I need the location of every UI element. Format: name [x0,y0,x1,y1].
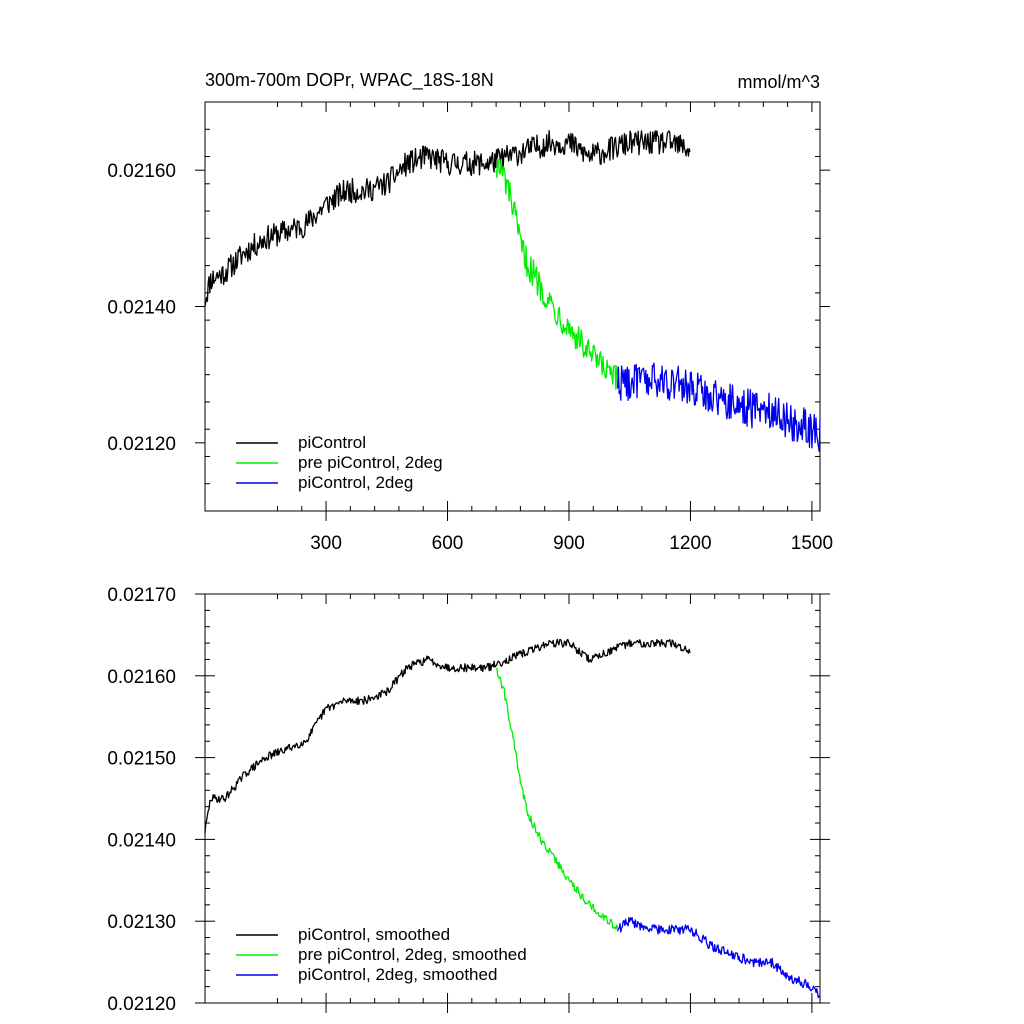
top-panel: 300m-700m DOPr, WPAC_18S-18N mmol/m^3 30… [107,70,833,554]
y-tick-label: 0.02160 [107,667,176,688]
legend-label: pre piControl, 2deg [298,453,443,472]
legend-label: piControl [298,433,366,452]
bottom-ticks [195,593,830,1013]
y-tick-label: 0.02150 [107,749,176,770]
series-line-0 [204,638,691,834]
x-tick-label: 600 [432,533,464,554]
top-x-tick-labels: 300 600 900 1200 1500 [310,533,833,554]
y-tick-label: 0.02170 [107,585,176,606]
bottom-y-tick-labels: 0.02120 0.02130 0.02140 0.02150 0.02160 0.021… [107,585,176,1015]
y-tick-label: 0.02140 [107,830,176,851]
series-line-1 [495,667,619,931]
top-series-lines [204,130,821,452]
series-line-1 [495,157,619,391]
units-label: mmol/m^3 [738,72,820,92]
x-tick-label: 900 [553,533,585,554]
x-tick-label: 1500 [791,533,833,554]
bottom-series-lines [204,638,821,999]
y-tick-label: 0.02120 [107,994,176,1015]
series-line-0 [204,130,691,307]
y-tick-label: 0.02120 [107,434,176,455]
top-title: 300m-700m DOPr, WPAC_18S-18N [205,70,494,91]
legend-label: piControl, smoothed [298,925,450,944]
y-tick-label: 0.02160 [107,161,176,182]
x-tick-label: 300 [310,533,342,554]
legend-label: piControl, 2deg, smoothed [298,965,497,984]
legend-label: pre piControl, 2deg, smoothed [298,945,527,964]
x-tick-label: 1200 [669,533,711,554]
legend-label: piControl, 2deg [298,473,413,492]
series-line-2 [616,916,821,999]
y-tick-label: 0.02140 [107,298,176,319]
top-y-tick-labels: 0.02120 0.02140 0.02160 [107,161,176,455]
series-line-2 [616,362,821,452]
bottom-panel: 0.02120 0.02130 0.02140 0.02150 0.02160 0.021… [107,585,830,1015]
top-ticks [195,101,830,521]
y-tick-label: 0.02130 [107,912,176,933]
bottom-plot-frame [204,593,821,1004]
